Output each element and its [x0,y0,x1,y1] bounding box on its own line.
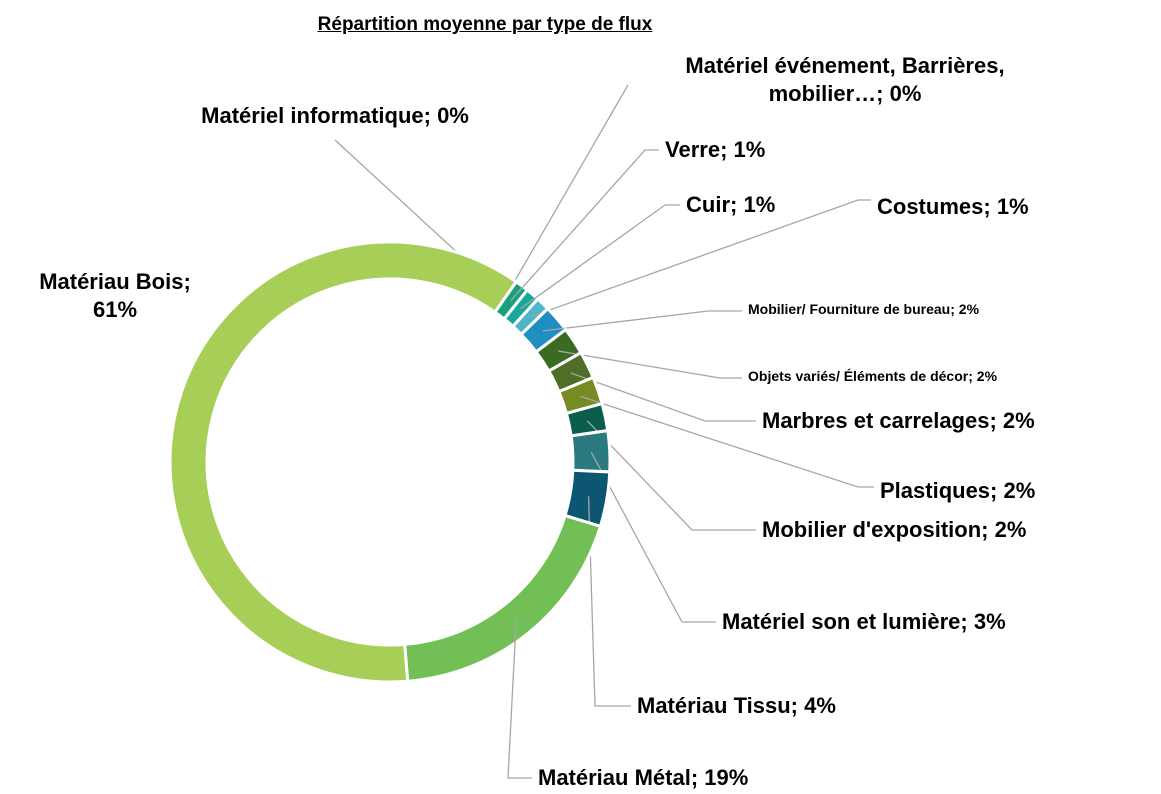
category-name: Matériau Bois [39,269,184,294]
label-separator: ; [990,478,1004,503]
donut-slice [168,240,519,684]
value-label: 0% [889,80,922,106]
category-name: Costumes [877,194,984,219]
data-label: Verre; 1% [665,136,765,164]
leader-line [520,204,680,310]
data-label: Matériau Métal; 19% [538,764,748,792]
label-separator: ; [876,80,890,106]
data-label: Mobilier d'exposition; 2% [762,516,1026,544]
chart-title: Répartition moyenne par type de flux [317,14,653,35]
category-name: Objets variés/ Éléments de décor [748,368,969,384]
value-label: 1% [743,192,776,217]
value-label: 19% [704,765,749,790]
category-name: Marbres et carrelages [762,408,990,433]
donut-slice [403,513,603,683]
category-name: Mobilier/ Fourniture de bureau [748,301,951,317]
data-label: Matériau Bois; 61% [15,268,215,323]
leader-line [507,619,532,779]
value-label: 2% [1002,408,1035,433]
label-separator: ; [690,765,705,790]
value-label: 61% [92,296,138,322]
leader-line [586,420,756,531]
leader-line [558,350,742,379]
label-separator: ; [968,368,977,384]
value-label: 0% [437,103,469,128]
category-name: Cuir [686,192,730,217]
leader-line [529,199,871,318]
leader-line [580,395,874,488]
value-label: 4% [804,693,836,718]
value-label: 3% [973,609,1006,634]
category-name: Matériel son et lumière [722,609,961,634]
value-label: 2% [976,368,998,384]
category-name: Matériel événement, Barrières, mobilier… [685,53,1011,106]
data-label: Cuir; 1% [686,191,775,219]
leader-line [505,84,629,298]
category-name: Matériau Métal [538,765,691,790]
data-label: Matériel informatique; 0% [201,102,469,130]
donut-slice [569,428,612,474]
label-separator: ; [981,517,995,542]
label-separator: ; [790,693,805,718]
leader-line [590,451,716,623]
data-label: Costumes; 1% [877,193,1029,221]
leader-line [587,496,631,707]
category-name: Verre [665,137,721,162]
leader-line [510,149,659,302]
label-separator: ; [983,194,997,219]
data-label: Matériel événement, Barrières, mobilier…… [675,52,1015,107]
data-label: Mobilier/ Fourniture de bureau; 2% [748,301,979,319]
value-label: 1% [733,137,766,162]
data-label: Marbres et carrelages; 2% [762,407,1035,435]
data-label: Plastiques; 2% [880,477,1035,505]
label-separator: ; [423,103,438,128]
leader-line [570,372,756,422]
label-separator: ; [183,269,197,294]
value-label: 2% [958,301,980,317]
category-name: Plastiques [880,478,991,503]
label-separator: ; [730,192,744,217]
value-label: 2% [994,517,1027,542]
value-label: 1% [996,194,1029,219]
leader-line [542,310,742,332]
data-label: Matériel son et lumière; 3% [722,608,1006,636]
data-label: Objets variés/ Éléments de décor; 2% [748,368,997,386]
label-separator: ; [989,408,1003,433]
label-separator: ; [960,609,974,634]
category-name: Mobilier d'exposition [762,517,982,542]
category-name: Matériau Tissu [637,693,791,718]
category-name: Matériel informatique [201,103,424,128]
data-label: Matériau Tissu; 4% [637,692,836,720]
label-separator: ; [720,137,734,162]
value-label: 2% [1003,478,1036,503]
label-separator: ; [950,301,959,317]
